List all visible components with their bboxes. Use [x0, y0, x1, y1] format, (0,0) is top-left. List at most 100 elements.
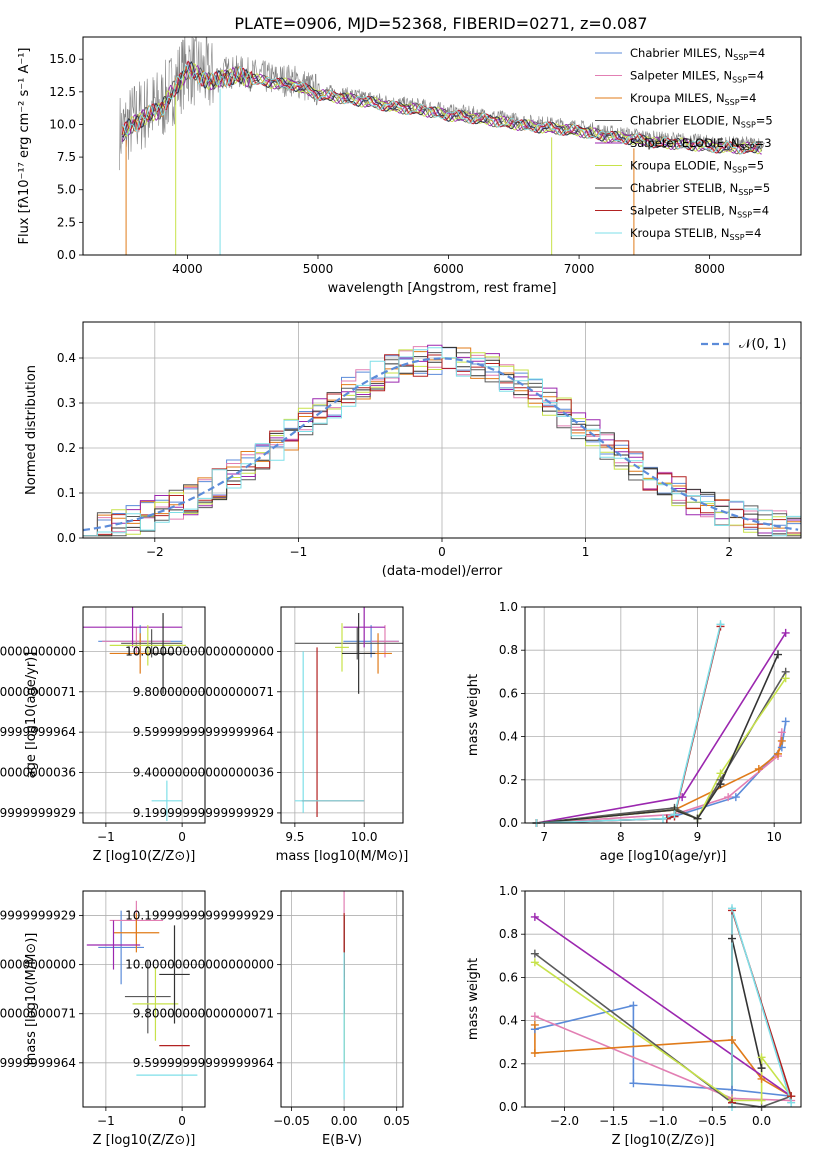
plot-area [83, 344, 801, 537]
y-tick-label: 1.0 [499, 600, 518, 614]
x-tick-label: 1 [582, 545, 590, 559]
plus-marker [728, 934, 736, 943]
histogram-steps [83, 354, 801, 537]
x-tick-label: 8000 [694, 262, 725, 276]
x-axis-label: wavelength [Angstrom, rest frame] [328, 281, 557, 296]
plus-marker [774, 650, 782, 659]
x-tick-label: 0 [438, 545, 446, 559]
x-axis-label: age [log10(age/yr)] [600, 849, 727, 864]
plus-marker [757, 1053, 766, 1062]
x-axis-label: Z [log10(Z/Z⊙)] [612, 1133, 715, 1148]
x-axis-label: Z [log10(Z/Z⊙)] [93, 849, 196, 864]
y-tick-label: 9.19999999999999929 [133, 806, 274, 820]
y-tick-label: 12.5 [49, 85, 76, 99]
y-tick-label: 0.8 [499, 643, 518, 657]
gaussian-curve [83, 357, 799, 532]
plus-marker [757, 1064, 766, 1073]
y-tick-label: 0.2 [57, 441, 76, 455]
plus-marker [728, 904, 736, 913]
y-tick-label: 0.3 [57, 396, 76, 410]
y-tick-label: 9.80000000000000071 [133, 1007, 274, 1021]
histogram-steps [83, 347, 801, 537]
y-tick-label: 0.2 [499, 773, 518, 787]
x-tick-label: −0.5 [698, 1114, 727, 1128]
y-tick-label: 0.6 [499, 970, 518, 984]
x-tick-label: −1 [97, 1114, 115, 1128]
x-tick-label: 7 [540, 830, 548, 844]
x-axis-label: Z [log10(Z/Z⊙)] [93, 1133, 196, 1148]
y-tick-label: 0.4 [57, 351, 76, 365]
y-tick-label: 9.40000000000000036 [133, 766, 274, 780]
mass-weight-line [534, 916, 792, 1097]
axes-frame [82, 36, 802, 256]
y-tick-label: 9.59999999999999964 [133, 1056, 274, 1070]
panel-spectrum: 4000 5000 6000 7000 8000 0.0 2.5 5.0 7.5 10.0 12.5… [17, 36, 802, 296]
axes-frame [524, 606, 802, 824]
plus-marker [530, 912, 539, 921]
x-tick-label: 8 [617, 830, 625, 844]
y-tick-label: 10.19999999999999929 [125, 909, 274, 923]
y-tick-label: 0.0 [499, 1100, 518, 1114]
y-tick-label: 0.8 [499, 927, 518, 941]
x-tick-label: 0 [178, 830, 186, 844]
legend-label: Salpeter ELODIE, NSSP=3 [630, 136, 772, 152]
plus-marker [530, 958, 539, 967]
y-tick-label: 0.4 [499, 1014, 518, 1028]
legend-label: Salpeter MILES, NSSP=4 [630, 69, 764, 85]
legend: 𝒩(0, 1) [701, 337, 786, 352]
plus-marker [728, 1036, 736, 1045]
y-axis-label: mass weight [466, 958, 481, 1040]
axes-frame [280, 890, 404, 1108]
mass-weight-line [536, 624, 722, 823]
model-spectrum [122, 63, 762, 155]
mass-weight-line [536, 654, 779, 823]
plus-marker [754, 765, 763, 773]
plus-marker [728, 1085, 736, 1094]
model-spectrum [121, 60, 762, 154]
axes-frame [524, 890, 802, 1108]
axes-frame [280, 606, 404, 824]
y-tick-label: 0.6 [499, 686, 518, 700]
panel-massweight-vs-age: 7 8 9 10 0.0 0.2 0.4 0.6 0.8 1.0 age [log10(age/yr… [466, 600, 802, 864]
x-tick-label: −2 [146, 545, 164, 559]
y-axis-label: Flux [fλ10⁻¹⁷ erg cm⁻² s⁻¹ A⁻¹] [17, 48, 32, 245]
plus-marker [530, 949, 539, 958]
plus-marker [530, 1020, 539, 1029]
legend: Chabrier MILES, NSSP=4 Salpeter MILES, NS… [595, 46, 773, 242]
y-tick-label: 0.0 [499, 816, 518, 830]
x-tick-label: −0.05 [273, 1114, 310, 1128]
plus-marker [731, 793, 740, 802]
panel-mass-vs-Z: −1 0 9.59999999999999964 9.8000000000000007… [0, 890, 206, 1148]
panel-mass-vs-EBV: −0.05 0.00 0.05 9.59999999999999964 9.800000… [125, 890, 410, 1148]
legend-label: Chabrier MILES, NSSP=4 [630, 46, 765, 62]
y-tick-label: 9.80000000000000071 [0, 685, 76, 699]
plus-marker [629, 1079, 638, 1088]
y-tick-label: 10.00000000000000000 [125, 644, 274, 658]
y-axis-label: age [log10(age/yr)] [24, 652, 39, 779]
y-tick-label: 9.80000000000000071 [0, 1007, 76, 1021]
panel-age-vs-mass: 9.5 10.0 9.19999999999999929 9.400000000000… [125, 606, 409, 864]
plus-marker [530, 1049, 539, 1057]
x-axis-label: mass [log10(M/M⊙)] [276, 849, 409, 864]
axes-frame [82, 890, 206, 1108]
x-tick-label: −1 [290, 545, 308, 559]
y-tick-label: 1.0 [499, 884, 518, 898]
panel-massweight-vs-Z: −2.0 −1.5 −1.0 −0.5 0.0 0.0 0.2 0.4 0.6 0.8 1.0 Z [… [466, 884, 802, 1148]
plus-marker [724, 793, 733, 802]
y-tick-label: 9.59999999999999964 [0, 1056, 76, 1070]
y-axis-label: mass weight [466, 674, 481, 756]
y-tick-label: 10.19999999999999929 [0, 909, 76, 923]
y-tick-label: 0.4 [499, 730, 518, 744]
model-spectrum [122, 62, 763, 155]
y-tick-label: 0.0 [57, 248, 76, 262]
x-tick-label: −1 [97, 830, 115, 844]
y-tick-label: 10.0 [49, 117, 76, 131]
plus-marker [670, 810, 679, 819]
x-tick-label: 5000 [303, 262, 334, 276]
y-axis-label: mass [log10(M/M⊙)] [24, 933, 39, 1066]
panel-age-vs-Z: −1 0 9.19999999999999929 9.4000000000000003… [0, 606, 206, 864]
x-tick-label: 2 [725, 545, 733, 559]
y-tick-label: 10.00000000000000000 [0, 644, 76, 658]
x-tick-label: 0 [178, 1114, 186, 1128]
legend-label: Kroupa ELODIE, NSSP=5 [630, 159, 764, 175]
